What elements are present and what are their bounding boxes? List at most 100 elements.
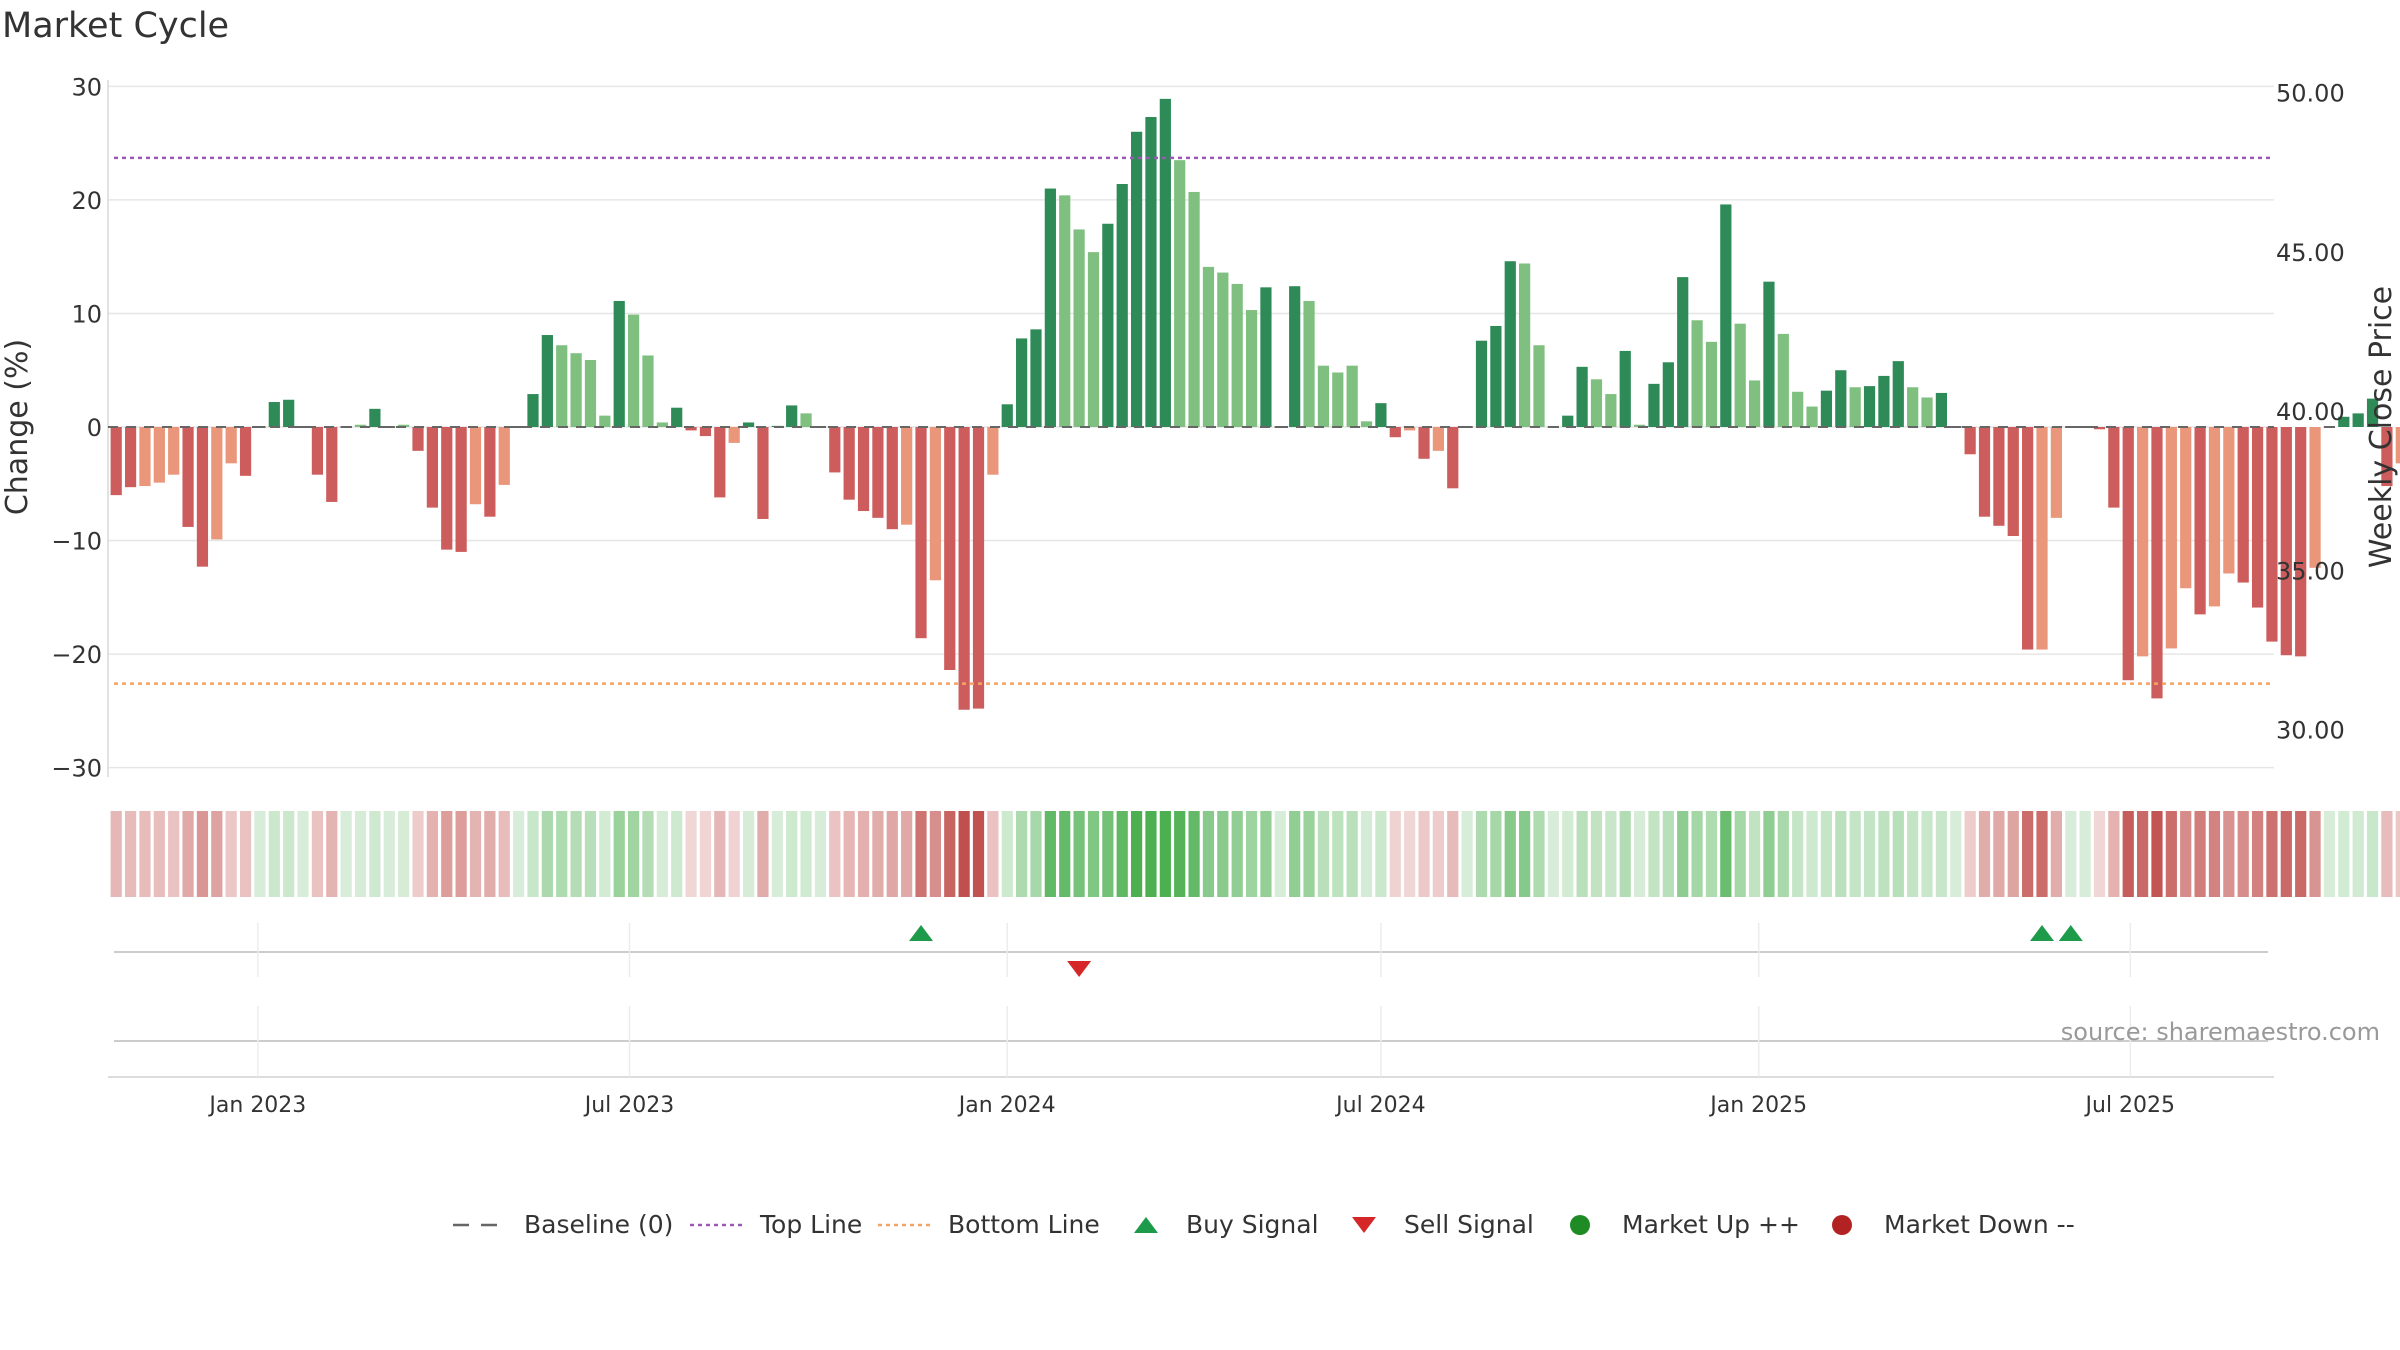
bar (1590, 379, 1603, 427)
bar (757, 427, 769, 519)
heat-strip-cell (326, 811, 338, 897)
bar (1921, 397, 1933, 427)
heat-strip-cell (1375, 811, 1387, 897)
bar (1447, 427, 1459, 489)
bar (412, 427, 424, 451)
chart-title: Market Cycle (2, 6, 230, 46)
bar (599, 415, 611, 427)
heat-strip-cell (168, 811, 180, 897)
heat-strip-cell (1188, 811, 1200, 897)
heat-strip-cell (2323, 811, 2336, 897)
bar (2122, 427, 2134, 681)
heat-strip-cell (1475, 811, 1488, 897)
heat-strip-cell (1317, 811, 1330, 897)
bar (1662, 362, 1674, 427)
heat-strip-cell (2151, 811, 2163, 897)
y-axis-title: Change (%) (0, 339, 35, 515)
heat-strip-cell (1648, 811, 1660, 897)
heat-strip-cell (1720, 811, 1732, 897)
heat-strip-cell (1619, 811, 1631, 897)
bar (1303, 300, 1315, 427)
heat-strip-cell (1677, 811, 1689, 897)
heat-strip-cell (124, 811, 137, 897)
heat-strip-cell (714, 811, 726, 897)
bar (369, 408, 381, 427)
bar (383, 426, 395, 428)
bar (2208, 427, 2221, 607)
bar (714, 427, 726, 498)
bar (441, 427, 453, 550)
bar (225, 427, 237, 464)
bar (1087, 252, 1100, 427)
bar (1619, 350, 1631, 427)
bar (1519, 263, 1531, 427)
heat-strip-cell (771, 811, 783, 897)
heat-strip-cell (354, 811, 367, 897)
legend-label: Sell Signal (1404, 1210, 1534, 1239)
heat-strip-cell (1705, 811, 1718, 897)
heat-strip-cell (1389, 811, 1401, 897)
heat-strip-cell (1332, 811, 1344, 897)
heat-strip-cell (2108, 811, 2120, 897)
heat-strip-cell (1562, 811, 1574, 897)
heat-strip-cell (757, 811, 769, 897)
heat-strip-cell (1231, 811, 1243, 897)
x-tick-label: Jul 2025 (2084, 1093, 2176, 1118)
heat-strip-cell (225, 811, 237, 897)
bar (584, 360, 597, 427)
bar (1835, 370, 1847, 427)
heat-strip-cell (1102, 811, 1114, 897)
bar (1720, 204, 1732, 427)
legend: Baseline (0) Top Line Bottom Line Buy Signa… (453, 1210, 2075, 1239)
heat-strip-cell (426, 811, 438, 897)
bar (728, 427, 740, 443)
heat-strip-cell (1863, 811, 1876, 897)
bar (656, 422, 668, 427)
heat-strip-cell (671, 811, 683, 897)
axis-layer: 30 20 10 0 −10 −20 −30 50.00 45.00 40.00 35.00 30.0… (0, 73, 2399, 1118)
legend-label: Market Up ++ (1622, 1210, 1800, 1239)
bar (901, 427, 913, 525)
heat-strip-cell (211, 811, 223, 897)
heat-strip-cell (311, 811, 324, 897)
bar (1375, 403, 1387, 427)
heat-strip-cell (340, 811, 352, 897)
y-tick-label: 20 (71, 187, 102, 215)
heat-strip-cell (1260, 811, 1272, 897)
heat-strip-cell (599, 811, 611, 897)
bar (2309, 427, 2321, 568)
heat-strip-cell (1878, 811, 1890, 897)
heat-strip-cell (455, 811, 467, 897)
bar (2022, 427, 2034, 650)
heat-strip-cell (1547, 811, 1559, 897)
lines-layer (108, 156, 2274, 685)
bar (1806, 406, 1818, 427)
bar (297, 426, 309, 428)
heat-strip-cell (613, 811, 625, 897)
bar (168, 427, 180, 475)
bar (1907, 387, 1919, 427)
bar (2093, 427, 2106, 430)
bar (1260, 287, 1272, 427)
bar (2266, 427, 2278, 642)
heat-strip-cell (944, 811, 956, 897)
y-tick-label: −30 (51, 755, 102, 783)
heat-strip-cell (398, 811, 410, 897)
bar (1533, 345, 1545, 427)
bar (239, 427, 252, 476)
heat-strip-cell (196, 811, 209, 897)
bar (1418, 427, 1430, 459)
heat-strip-cell (843, 811, 855, 897)
y2-axis-title: Weekly Close Price (2364, 286, 2399, 568)
bar (987, 427, 999, 475)
heat-strip-cell (1763, 811, 1775, 897)
bar (972, 427, 985, 709)
bar (527, 394, 539, 427)
y-tick-label: −20 (51, 641, 102, 669)
heat-strip-cell (2381, 811, 2393, 897)
bar (211, 427, 223, 540)
bar (1332, 372, 1344, 427)
heat-strip-cell (800, 811, 812, 897)
heat-strip-cell (2194, 811, 2206, 897)
